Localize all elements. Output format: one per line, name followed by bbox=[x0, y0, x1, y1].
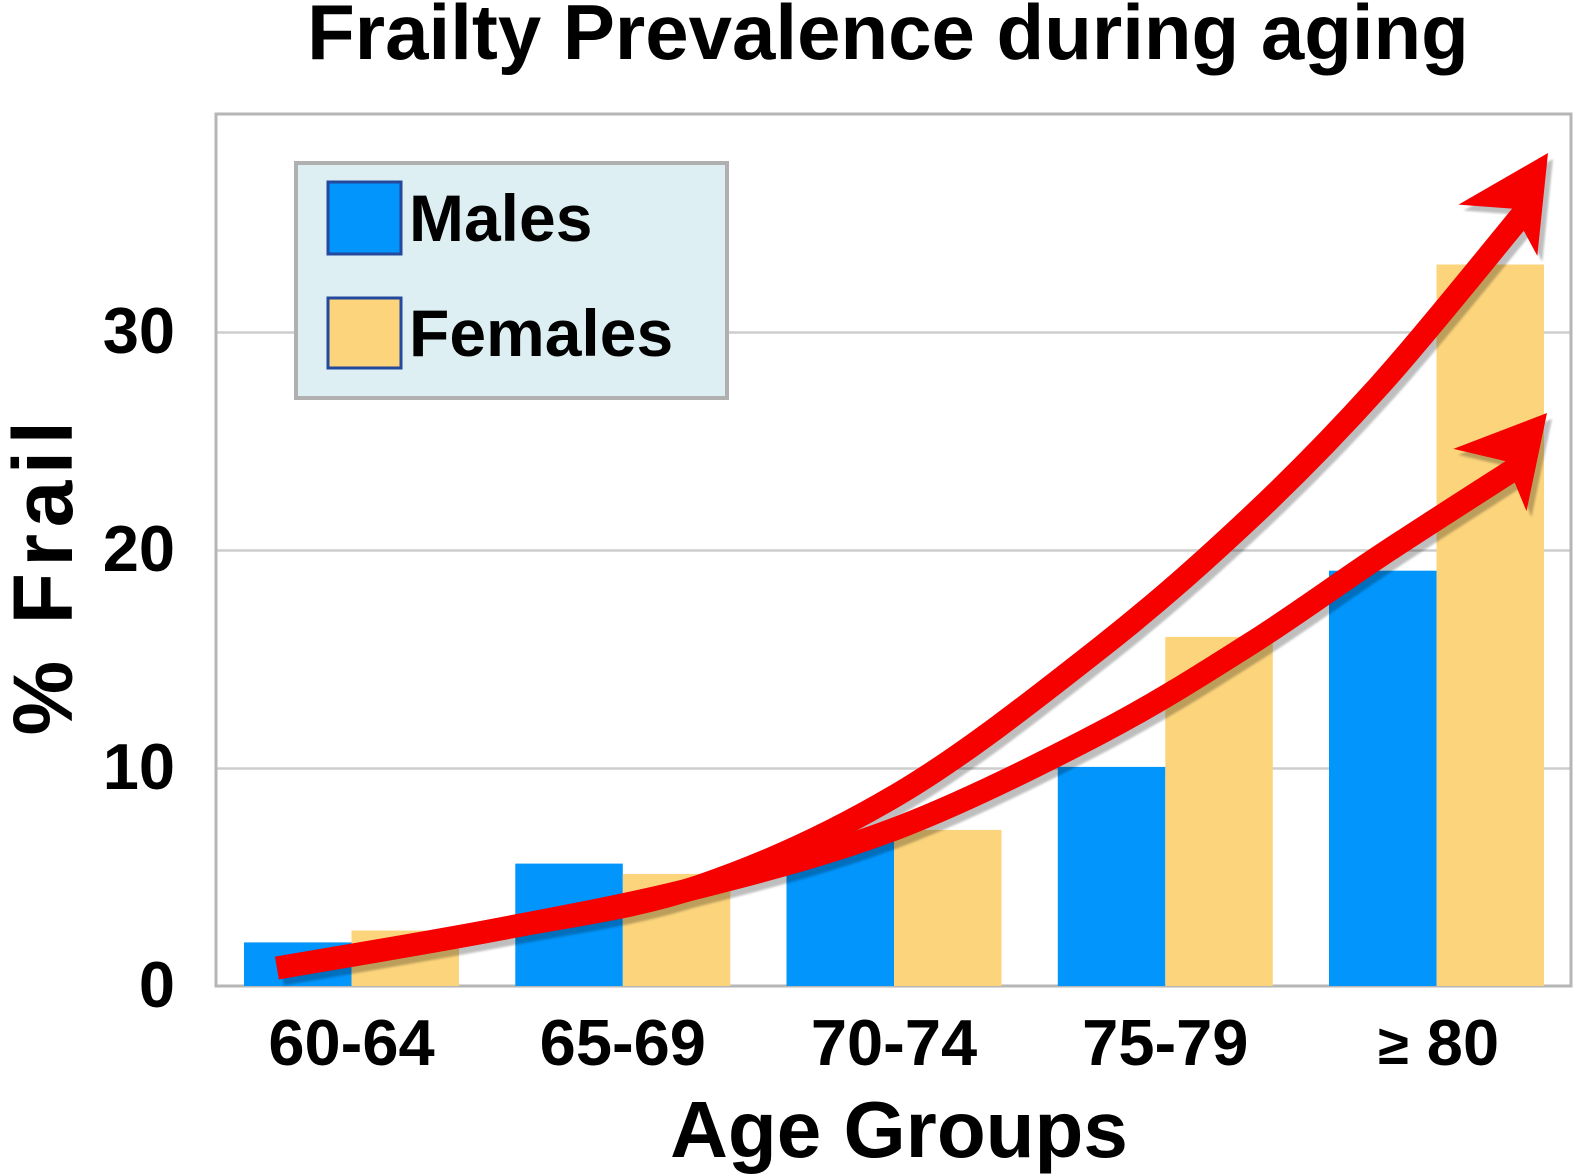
svg-text:10: 10 bbox=[103, 730, 175, 803]
svg-text:70-74: 70-74 bbox=[811, 1006, 977, 1079]
svg-text:% Frail: % Frail bbox=[0, 415, 90, 736]
svg-text:≥ 80: ≥ 80 bbox=[1378, 1006, 1499, 1079]
svg-text:Age Groups: Age Groups bbox=[670, 1085, 1128, 1174]
svg-text:65-69: 65-69 bbox=[540, 1006, 706, 1079]
svg-text:20: 20 bbox=[103, 512, 175, 585]
svg-text:60-64: 60-64 bbox=[268, 1006, 434, 1079]
svg-text:Females: Females bbox=[409, 296, 673, 370]
svg-text:30: 30 bbox=[103, 294, 175, 367]
svg-text:75-79: 75-79 bbox=[1082, 1006, 1248, 1079]
svg-text:Frailty Prevalence during agin: Frailty Prevalence during aging bbox=[307, 0, 1469, 76]
svg-text:0: 0 bbox=[139, 948, 175, 1021]
svg-text:Males: Males bbox=[409, 181, 592, 255]
